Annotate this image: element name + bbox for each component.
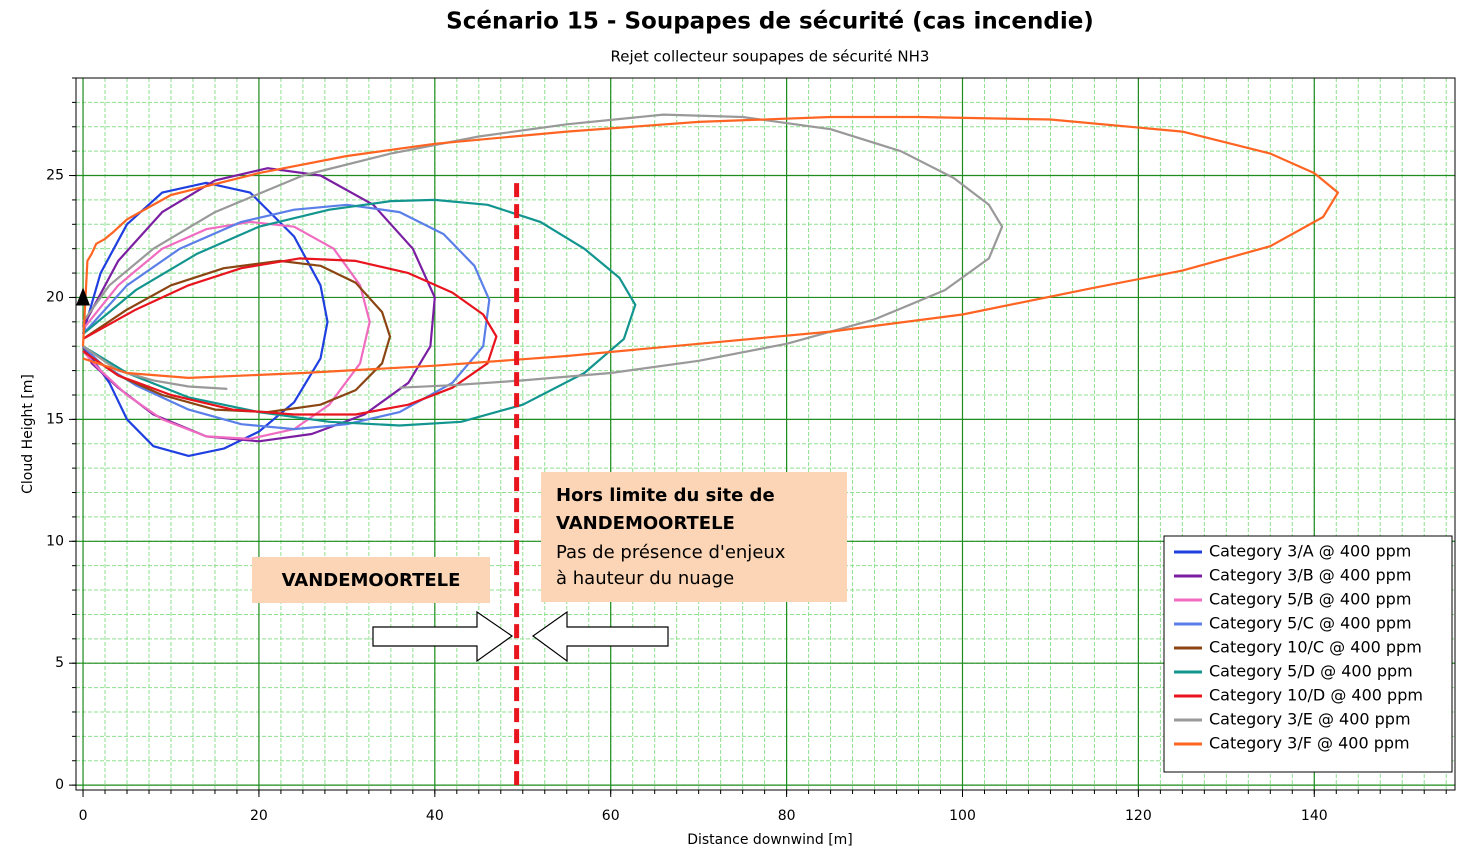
x-tick-label: 120	[1125, 808, 1152, 824]
legend-label: Category 5/B @ 400 ppm	[1209, 590, 1411, 609]
series-line	[81, 115, 1340, 379]
y-tick-label: 15	[46, 411, 64, 427]
x-tick-label: 80	[778, 808, 796, 824]
y-tick-label: 25	[46, 168, 64, 184]
series-line	[82, 220, 371, 440]
annotation-title: VANDEMOORTELE	[556, 513, 735, 534]
series-line	[81, 181, 329, 457]
x-tick-label: 40	[426, 808, 444, 824]
plot-frame	[75, 77, 1456, 791]
chart-subtitle: Rejet collecteur soupapes de sécurité NH…	[611, 48, 930, 66]
annotation-text: à hauteur du nuage	[556, 568, 734, 589]
y-tick-label: 5	[55, 655, 64, 671]
series-line	[82, 259, 392, 414]
y-axis-label: Cloud Height [m]	[20, 374, 36, 494]
legend-box	[1163, 535, 1453, 773]
annotation-box	[541, 472, 847, 602]
x-tick-label: 20	[250, 808, 268, 824]
y-tick-label: 20	[46, 289, 64, 305]
legend-label: Category 3/E @ 400 ppm	[1209, 710, 1411, 729]
series-line	[82, 113, 1004, 390]
legend-label: Category 3/B @ 400 ppm	[1209, 566, 1411, 585]
legend-label: Category 3/A @ 400 ppm	[1209, 542, 1411, 561]
x-tick-label: 100	[949, 808, 976, 824]
x-tick-label: 140	[1301, 808, 1328, 824]
annotation-box	[252, 557, 490, 603]
series-line	[82, 203, 491, 431]
x-tick-label: 60	[602, 808, 620, 824]
x-axis-label: Distance downwind [m]	[687, 832, 853, 848]
legend-label: Category 10/D @ 400 ppm	[1209, 686, 1423, 705]
annotation-text: Pas de présence d'enjeux	[556, 542, 786, 563]
series-line	[82, 257, 498, 416]
source-marker	[76, 287, 91, 306]
y-tick-label: 0	[55, 777, 64, 793]
chart-title: Scénario 15 - Soupapes de sécurité (cas …	[446, 9, 1094, 35]
arrow-right	[372, 610, 514, 663]
legend-label: Category 3/F @ 400 ppm	[1209, 734, 1410, 753]
legend-label: Category 5/C @ 400 ppm	[1209, 614, 1412, 633]
legend-label: Category 10/C @ 400 ppm	[1209, 638, 1422, 657]
y-tick-label: 10	[46, 533, 64, 549]
series-line	[82, 198, 637, 427]
annotation-inside: VANDEMOORTELE	[282, 570, 461, 591]
annotation-title: Hors limite du site de	[556, 485, 775, 506]
arrow-left	[531, 610, 669, 663]
x-tick-label: 0	[79, 808, 88, 824]
legend-label: Category 5/D @ 400 ppm	[1209, 662, 1413, 681]
